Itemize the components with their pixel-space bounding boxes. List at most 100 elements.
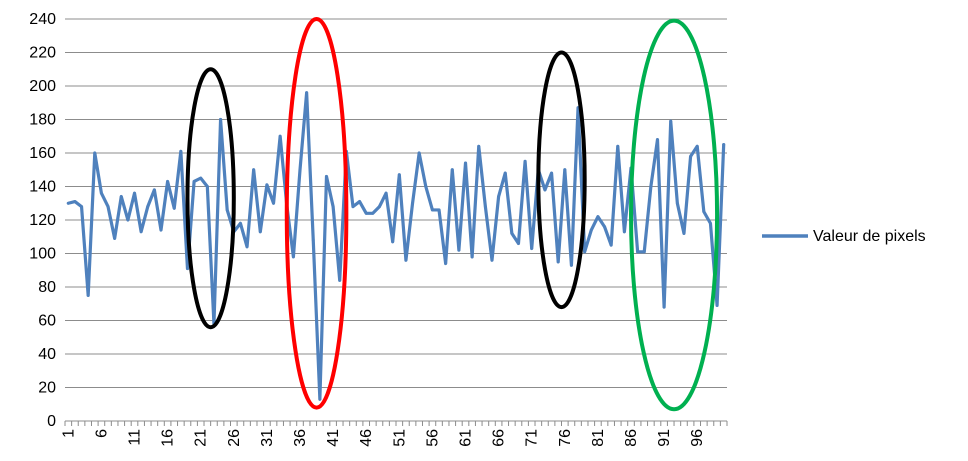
data-point [497,195,501,198]
data-point [470,255,474,259]
x-tick-label-16: 16 [160,429,177,447]
data-point [364,211,368,215]
data-point [126,218,130,222]
data-point [431,208,434,212]
data-point [358,200,361,203]
data-point [225,208,229,212]
data-point [166,180,170,183]
y-tick-label-220: 220 [29,45,56,62]
data-point [106,205,110,209]
data-point [616,144,620,148]
data-point [530,247,534,250]
data-point [715,304,719,307]
x-tick-label-1: 1 [60,429,77,438]
data-point [331,205,335,209]
x-tick-label-71: 71 [524,429,541,447]
data-point [119,195,123,198]
x-tick-label-6: 6 [93,429,110,438]
x-tick-label-51: 51 [391,429,408,447]
legend-label: Valeur de pixels [813,228,926,245]
data-point [245,245,249,249]
data-point [583,250,587,254]
data-point [391,240,395,244]
data-point [603,225,606,229]
data-point [589,228,593,232]
x-tick-label-61: 61 [458,429,475,447]
data-point [689,154,692,158]
series-group [66,91,726,401]
data-point [609,243,613,247]
data-point [550,171,553,175]
data-point [146,205,150,209]
data-point [517,242,520,245]
data-point [662,305,666,309]
data-point [199,176,203,180]
x-tick-label-96: 96 [689,429,706,447]
data-point [510,232,514,235]
data-point [258,230,262,234]
data-point [503,171,507,175]
x-tick-label-91: 91 [656,429,673,447]
y-tick-label-80: 80 [38,279,56,296]
data-point [702,210,706,214]
data-point [311,238,315,242]
x-tick-label-56: 56 [424,429,441,447]
annotation-ellipse-3 [536,50,587,310]
data-point [490,258,494,262]
x-tick-label-81: 81 [590,429,607,447]
y-tick-label-20: 20 [38,380,56,397]
x-tick-label-41: 41 [325,429,342,447]
data-point [656,138,659,142]
data-point [682,232,686,235]
data-point [411,201,414,205]
data-point [384,191,388,195]
y-tick-label-60: 60 [38,313,56,330]
annotation-ellipses [185,17,720,412]
data-point [152,188,156,192]
data-point [556,260,560,264]
data-point [563,168,567,172]
data-point [272,201,275,205]
data-point [113,237,117,240]
data-point [338,278,342,282]
data-point [378,205,381,209]
y-tick-label-100: 100 [29,246,56,263]
data-point [709,221,712,225]
x-tick-label-86: 86 [623,429,640,447]
data-point [172,206,176,210]
data-point [325,175,328,178]
data-point [457,248,461,252]
data-point [93,151,97,155]
series-line-0 [66,91,726,401]
data-point [424,185,428,188]
y-tick-label-160: 160 [29,145,56,162]
x-axis [64,420,728,426]
data-point [239,221,242,225]
annotation-ellipse-1 [185,67,236,330]
data-point [695,144,699,148]
y-tick-label-180: 180 [29,112,56,129]
data-point [404,258,408,262]
y-tick-label-140: 140 [29,179,56,196]
data-point [265,183,269,187]
data-point [444,262,448,265]
y-tick-label-200: 200 [29,78,56,95]
data-point [477,144,481,148]
data-point [159,228,163,232]
data-point [417,151,421,155]
data-point [464,161,467,165]
data-point [205,185,209,188]
data-point [437,208,441,212]
data-point [192,180,196,183]
data-point [86,293,90,297]
y-tick-label-240: 240 [29,11,56,28]
data-point [351,205,355,209]
data-point [483,205,487,209]
x-tick-label-31: 31 [259,429,276,447]
data-point [219,118,222,121]
y-tick-label-120: 120 [29,212,56,229]
x-tick-label-21: 21 [193,429,210,447]
data-point [669,119,673,123]
y-axis-tick-labels: 0 20 40 60 80 100 120 140 160 180 200 220 240 [29,11,56,430]
